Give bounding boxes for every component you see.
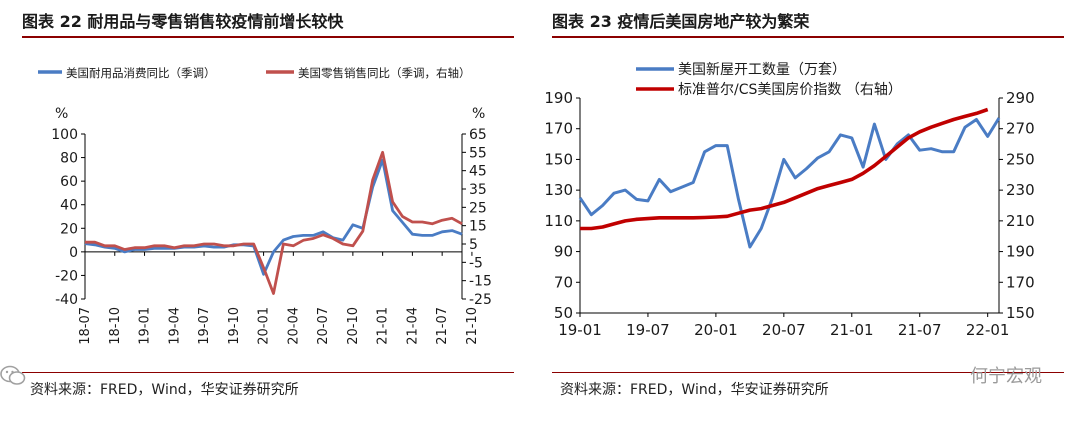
right-y-tick-label-left: 190: [544, 89, 573, 107]
left-x-tick-label: 20-07: [316, 307, 331, 345]
right-y-tick-label-left: 70: [554, 273, 573, 291]
left-chart-title: 图表 22 耐用品与零售销售较疫情前增长较快: [22, 12, 344, 31]
left-y-tick-label-right: -25: [469, 292, 492, 308]
left-x-tick-label: 21-04: [405, 307, 420, 345]
right-x-tick-label: 20-01: [694, 321, 738, 339]
right-chart-svg: 50 70 90 110 130 150 170 190 150 170 190 210 230 250 2…: [544, 62, 1035, 339]
left-y-tick-label-right: -15: [469, 274, 492, 290]
left-x-tick-label: 20-10: [346, 307, 361, 345]
left-x-tick-label: 19-04: [167, 307, 182, 345]
right-x-tick-label: 19-07: [626, 321, 670, 339]
left-y-tick-label-left: 0: [69, 245, 78, 261]
right-y-tick-label-right: 250: [1006, 150, 1035, 168]
left-x-tick-label: 19-10: [227, 307, 242, 345]
left-x-tick-label: 21-01: [376, 307, 391, 345]
left-y-tick-label-left: 80: [60, 151, 78, 167]
left-y-tick-label-right: 45: [469, 164, 487, 180]
left-x-tick-label: 19-07: [197, 307, 212, 345]
left-legend-label-1: 美国耐用品消费同比（季调）: [66, 66, 216, 80]
right-y-tick-label-left: 90: [554, 243, 573, 261]
left-x-tick-label: 18-10: [108, 307, 123, 345]
right-x-tick-label: 19-01: [558, 321, 602, 339]
left-y-tick-label-left: 20: [60, 221, 78, 237]
right-y-tick-label-left: 110: [544, 212, 573, 230]
left-series-line-1: [84, 158, 463, 276]
right-y-tick-label-right: 190: [1006, 243, 1035, 261]
right-source-text: 资料来源：FRED，Wind，华安证券研究所: [560, 382, 829, 398]
left-y-tick-label-right: -5: [469, 255, 483, 271]
left-x-tick-label: 19-01: [138, 307, 153, 345]
right-y-tick-label-left: 50: [554, 304, 573, 322]
left-y-tick-label-right: 35: [469, 182, 487, 198]
right-y-tick-label-right: 290: [1006, 89, 1035, 107]
right-series-line-2: [580, 107, 989, 231]
right-x-tick-label: 22-01: [966, 321, 1010, 339]
left-x-tick-label: 21-10: [465, 307, 480, 345]
right-y-tick-label-left: 150: [544, 150, 573, 168]
left-series-line-2: [85, 150, 463, 295]
right-chart-title: 图表 23 疫情后美国房地产较为繁荣: [552, 12, 810, 31]
left-source-bar: 资料来源：FRED，Wind，华安证券研究所: [22, 372, 514, 398]
left-y-unit-right: %: [472, 106, 485, 122]
left-chart-svg: -40 -20 0 20 40 60 80 100 -25 -15 -5 5 15 25 35 45 55 65%…: [38, 66, 492, 345]
left-y-tick-label-right: 25: [469, 200, 487, 216]
right-series-line-1: [578, 117, 1001, 249]
right-legend-label-2: 标准普尔/CS美国房价指数 （右轴）: [678, 82, 902, 98]
right-y-tick-label-left: 170: [544, 120, 573, 138]
left-title-bar: 图表 22 耐用品与零售销售较疫情前增长较快: [22, 6, 514, 38]
left-y-tick-label-right: 65: [469, 127, 487, 143]
left-y-unit-left: %: [55, 106, 68, 122]
right-title-bar: 图表 23 疫情后美国房地产较为繁荣: [552, 6, 1064, 38]
right-chart-panel: 图表 23 疫情后美国房地产较为繁荣 50 70 90 110 130 150 170 190…: [530, 0, 1080, 426]
left-chart-panel: 图表 22 耐用品与零售销售较疫情前增长较快 -40 -20 0 20 40 60 80 10…: [0, 0, 530, 426]
right-y-tick-label-left: 130: [544, 181, 573, 199]
right-source-bar: 资料来源：FRED，Wind，华安证券研究所: [552, 372, 1064, 398]
right-legend-label-1: 美国新屋开工数量（万套）: [678, 62, 846, 78]
left-x-tick-label: 20-01: [257, 307, 272, 345]
left-y-tick-label-right: 5: [469, 237, 478, 253]
right-x-tick-label: 21-07: [898, 321, 942, 339]
left-y-tick-label-right: 15: [469, 219, 487, 235]
watermark-text: 何宁宏观: [970, 366, 1042, 387]
right-y-tick-label-right: 230: [1006, 181, 1035, 199]
right-y-tick-label-right: 270: [1006, 120, 1035, 138]
left-x-tick-label: 20-04: [286, 307, 301, 345]
left-legend-label-2: 美国零售销售同比（季调，右轴）: [298, 66, 471, 80]
right-x-tick-label: 20-07: [762, 321, 806, 339]
left-y-tick-label-left: 100: [51, 127, 78, 143]
left-x-tick-label: 18-07: [78, 307, 93, 345]
left-x-tick-label: 21-07: [435, 307, 450, 345]
left-y-tick-label-left: 60: [60, 174, 78, 190]
left-source-text: 资料来源：FRED，Wind，华安证券研究所: [30, 382, 299, 398]
left-y-tick-label-right: 55: [469, 145, 487, 161]
left-y-tick-label-left: 40: [60, 198, 78, 214]
right-y-tick-label-right: 210: [1006, 212, 1035, 230]
right-y-tick-label-right: 150: [1006, 304, 1035, 322]
right-x-tick-label: 21-01: [830, 321, 874, 339]
left-y-tick-label-left: -20: [55, 268, 78, 284]
right-y-tick-label-right: 170: [1006, 273, 1035, 291]
left-y-tick-label-left: -40: [55, 292, 78, 308]
wechat-icon: [0, 365, 26, 385]
